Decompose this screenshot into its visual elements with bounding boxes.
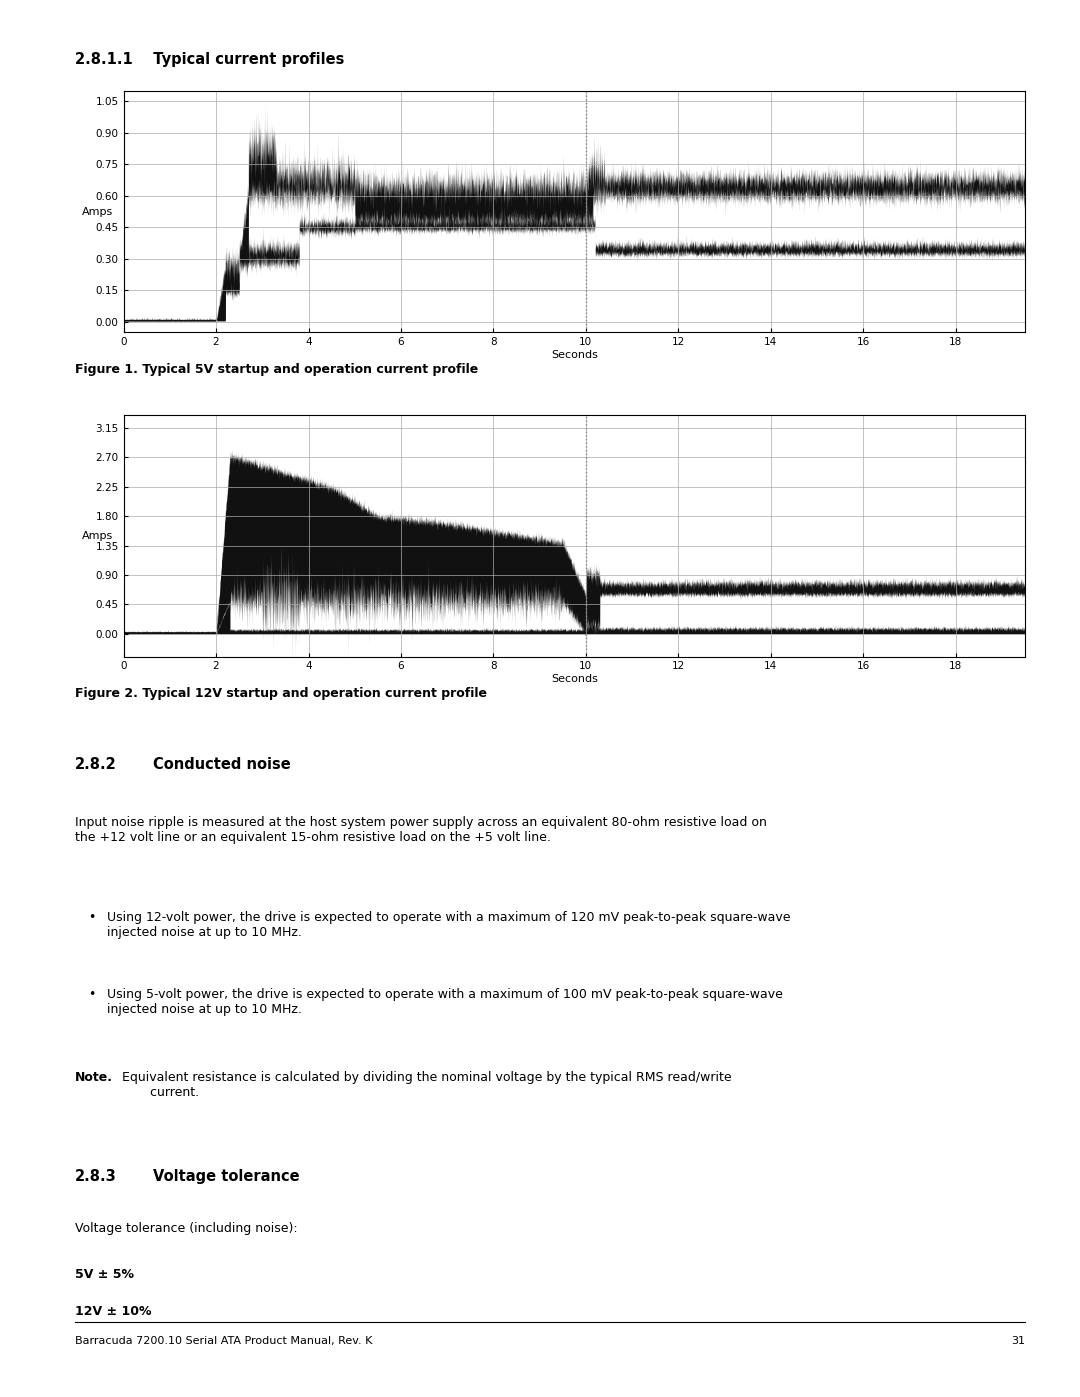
Text: 2.8.2: 2.8.2 xyxy=(75,757,117,773)
Text: Note.: Note. xyxy=(75,1071,113,1084)
Text: Using 5-volt power, the drive is expected to operate with a maximum of 100 mV pe: Using 5-volt power, the drive is expecte… xyxy=(107,988,783,1016)
Text: Barracuda 7200.10 Serial ATA Product Manual, Rev. K: Barracuda 7200.10 Serial ATA Product Man… xyxy=(75,1336,373,1345)
Text: Figure 2. Typical 12V startup and operation current profile: Figure 2. Typical 12V startup and operat… xyxy=(75,687,487,700)
Text: 2.8.3: 2.8.3 xyxy=(75,1169,117,1185)
Text: Voltage tolerance (including noise):: Voltage tolerance (including noise): xyxy=(75,1222,298,1235)
Text: Amps: Amps xyxy=(81,207,112,217)
Text: Figure 1. Typical 5V startup and operation current profile: Figure 1. Typical 5V startup and operati… xyxy=(75,363,478,376)
Text: Amps: Amps xyxy=(81,531,112,541)
Text: 31: 31 xyxy=(1011,1336,1025,1345)
X-axis label: Seconds: Seconds xyxy=(551,675,597,685)
Text: Equivalent resistance is calculated by dividing the nominal voltage by the typic: Equivalent resistance is calculated by d… xyxy=(118,1071,732,1099)
Text: 5V ± 5%: 5V ± 5% xyxy=(75,1268,134,1281)
Text: Using 12-volt power, the drive is expected to operate with a maximum of 120 mV p: Using 12-volt power, the drive is expect… xyxy=(107,911,791,939)
X-axis label: Seconds: Seconds xyxy=(551,351,597,360)
Text: Input noise ripple is measured at the host system power supply across an equival: Input noise ripple is measured at the ho… xyxy=(75,816,767,844)
Text: •: • xyxy=(87,988,95,1000)
Text: 12V ± 10%: 12V ± 10% xyxy=(75,1305,151,1317)
Text: •: • xyxy=(87,911,95,923)
Text: Conducted noise: Conducted noise xyxy=(152,757,291,773)
Text: Voltage tolerance: Voltage tolerance xyxy=(152,1169,299,1185)
Text: 2.8.1.1    Typical current profiles: 2.8.1.1 Typical current profiles xyxy=(75,52,345,67)
